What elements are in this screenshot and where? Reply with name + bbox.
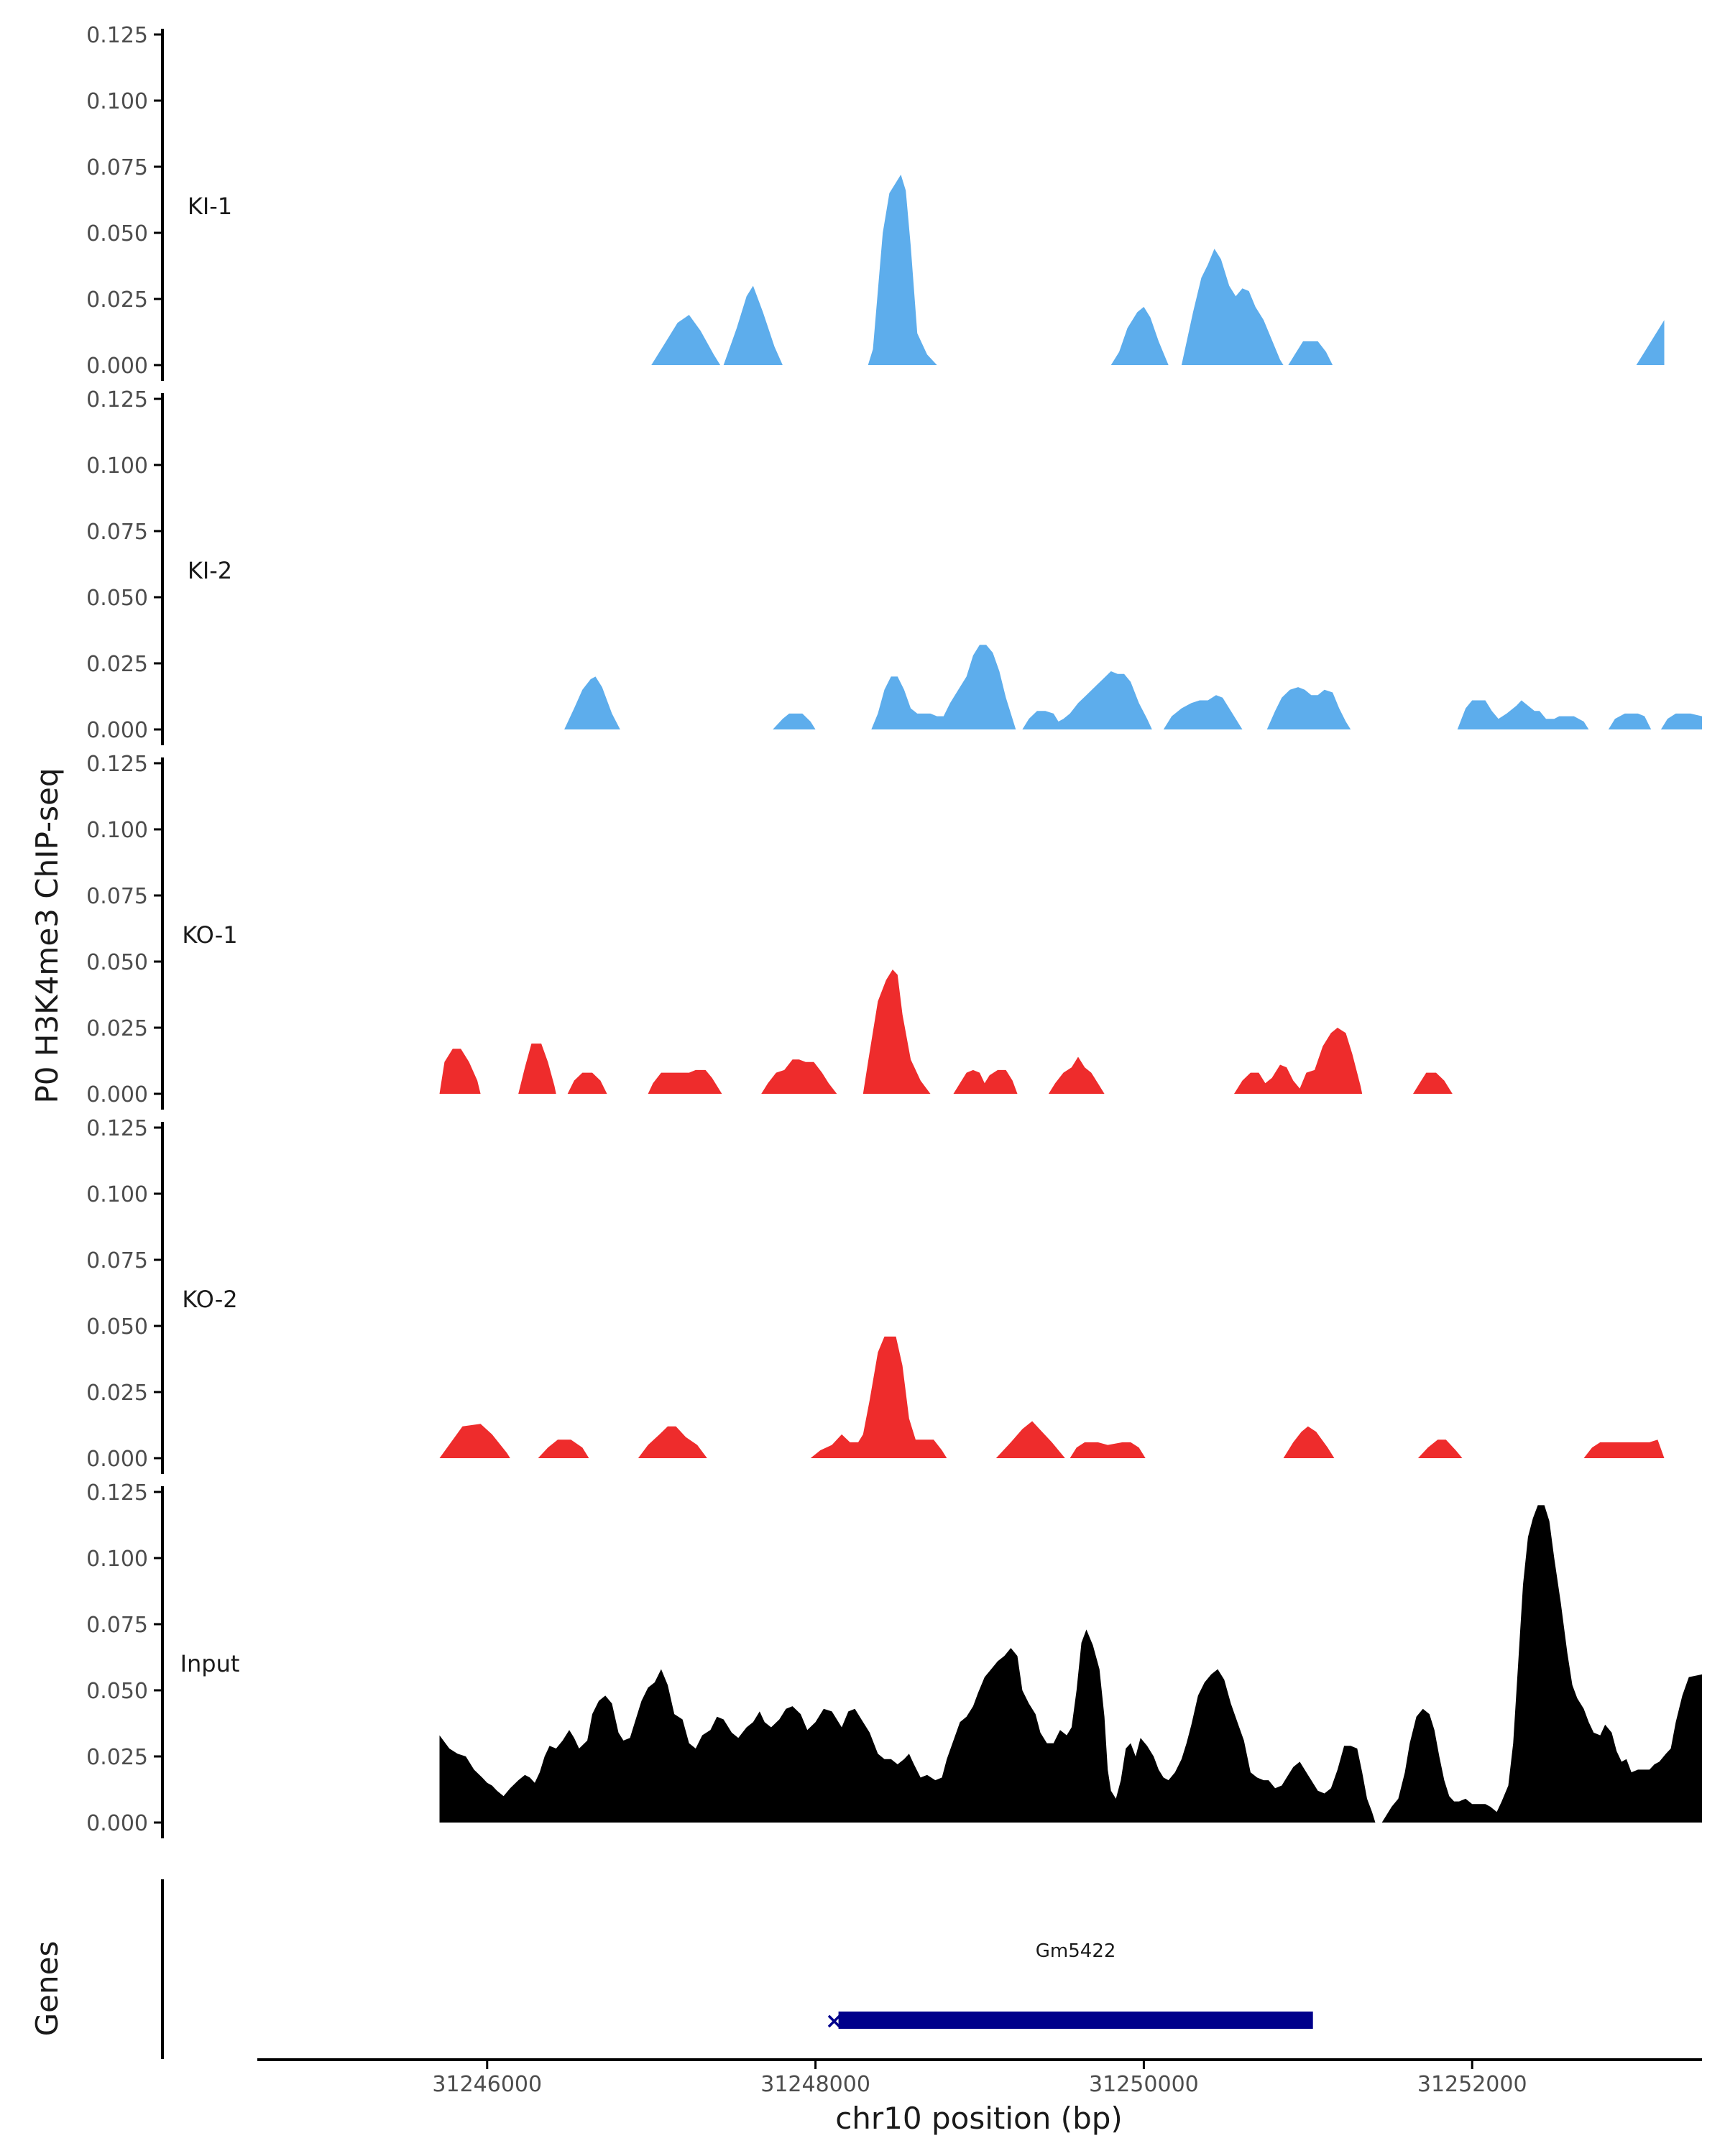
track-input: 0.000 0.025 0.050 0.075 0.100 0.125 Input: [86, 1480, 1702, 1838]
y-tick-label: 0.050: [86, 586, 148, 611]
signal-peak-area: [1413, 1072, 1453, 1094]
track-label: KI-2: [188, 557, 232, 584]
track-ko-2: 0.000 0.025 0.050 0.075 0.100 0.125 KO-2: [86, 1116, 1702, 1474]
y-tick-label: 0.075: [86, 884, 148, 909]
y-tick-label: 0.000: [86, 718, 148, 743]
signal-peak-area: [723, 285, 783, 365]
y-tick-label: 0.025: [86, 1381, 148, 1406]
signal-peak-area: [1110, 307, 1169, 365]
signal-peak-area: [1048, 1056, 1105, 1094]
y-tick-label: 0.050: [86, 950, 148, 975]
y-tick-label: 0.075: [86, 1613, 148, 1638]
tracks-layer: 0.0000.0250.0500.0750.1000.125KI-10.0000…: [86, 23, 1702, 1838]
signal-peak-area: [995, 1421, 1065, 1458]
signal-peak-area: [651, 315, 721, 365]
track-ki-1: 0.000 0.025 0.050 0.075 0.100 0.125 KI-1: [86, 23, 1665, 381]
gene-panel: Gm5422 ×: [161, 1879, 1313, 2059]
y-tick-label: 0.100: [86, 453, 148, 479]
signal-peak-area: [810, 1336, 947, 1458]
y-tick-label: 0.050: [86, 221, 148, 247]
y-tick-label: 0.125: [86, 752, 148, 777]
x-tick-label: 31252000: [1417, 2072, 1527, 2097]
y-tick-label: 0.025: [86, 1016, 148, 1041]
y-tick-label: 0.100: [86, 818, 148, 843]
y-tick-label: 0.125: [86, 387, 148, 413]
x-tick-label: 31246000: [432, 2072, 542, 2097]
signal-peak-area: [1288, 341, 1333, 365]
signal-peak-area: [1417, 1439, 1463, 1458]
signal-peak-area: [871, 645, 1016, 729]
y-axis-title: P0 H3K4me3 ChIP-seq: [29, 768, 65, 1103]
y-tick-label: 0.100: [86, 89, 148, 114]
signal-peak-area: [538, 1439, 589, 1458]
signal-peak-area: [1163, 695, 1243, 729]
signal-peak-area: [1266, 687, 1351, 729]
y-tick-label: 0.075: [86, 520, 148, 545]
y-tick-label: 0.000: [86, 1082, 148, 1107]
signal-peak-area: [1181, 249, 1284, 365]
y-tick-label: 0.050: [86, 1679, 148, 1704]
gene-strand-marker: ×: [825, 2009, 843, 2034]
signal-peak-area: [1022, 671, 1152, 729]
signal-peak-area: [1583, 1439, 1702, 1458]
signal-peak-area: [773, 713, 816, 729]
signal-peak-area: [518, 1044, 556, 1094]
signal-peak-area: [862, 969, 931, 1094]
y-tick-label: 0.100: [86, 1547, 148, 1572]
y-tick-label: 0.050: [86, 1314, 148, 1340]
gene-label: Gm5422: [1036, 1940, 1116, 1962]
y-tick-label: 0.025: [86, 1745, 148, 1770]
y-tick-label: 0.125: [86, 23, 148, 48]
track-label: KI-1: [188, 193, 232, 220]
genes-axis-title: Genes: [29, 1941, 65, 2037]
track-label: Input: [180, 1650, 240, 1677]
x-tick-label: 31248000: [760, 2072, 870, 2097]
x-axis: 31246000 31248000 31250000 31252000: [257, 2058, 1702, 2097]
signal-peak-area: [1636, 320, 1665, 365]
signal-peak-area: [439, 1505, 1702, 1823]
y-tick-label: 0.075: [86, 155, 148, 180]
signal-peak-area: [648, 1069, 722, 1094]
signal-peak-area: [638, 1426, 707, 1458]
signal-peak-area: [439, 1049, 481, 1094]
signal-peak-area: [1457, 700, 1702, 729]
y-tick-label: 0.000: [86, 1811, 148, 1836]
y-tick-label: 0.000: [86, 354, 148, 379]
track-ko-1: 0.000 0.025 0.050 0.075 0.100 0.125 KO-1: [86, 752, 1453, 1110]
track-label: KO-1: [182, 921, 237, 949]
y-tick-label: 0.100: [86, 1182, 148, 1207]
signal-peak-area: [564, 676, 620, 729]
y-tick-label: 0.025: [86, 652, 148, 677]
track-label: KO-2: [182, 1286, 237, 1313]
y-tick-label: 0.075: [86, 1248, 148, 1273]
signal-peak-area: [1234, 1028, 1363, 1094]
y-tick-label: 0.125: [86, 1116, 148, 1141]
track-ki-2: 0.000 0.025 0.050 0.075 0.100 0.125 KI-2: [86, 387, 1702, 745]
x-axis-title: chr10 position (bp): [835, 2101, 1123, 2136]
gene-body: [838, 2012, 1313, 2029]
y-tick-label: 0.025: [86, 287, 148, 313]
x-tick-label: 31250000: [1089, 2072, 1199, 2097]
signal-peak-area: [953, 1069, 1018, 1094]
signal-peak-area: [761, 1059, 837, 1094]
signal-peak-area: [567, 1072, 607, 1094]
signal-peak-area: [868, 175, 937, 365]
signal-peak-area: [1070, 1442, 1146, 1458]
signal-peak-area: [1283, 1426, 1335, 1458]
y-tick-label: 0.000: [86, 1447, 148, 1472]
y-tick-label: 0.125: [86, 1480, 148, 1506]
signal-peak-area: [439, 1424, 510, 1458]
